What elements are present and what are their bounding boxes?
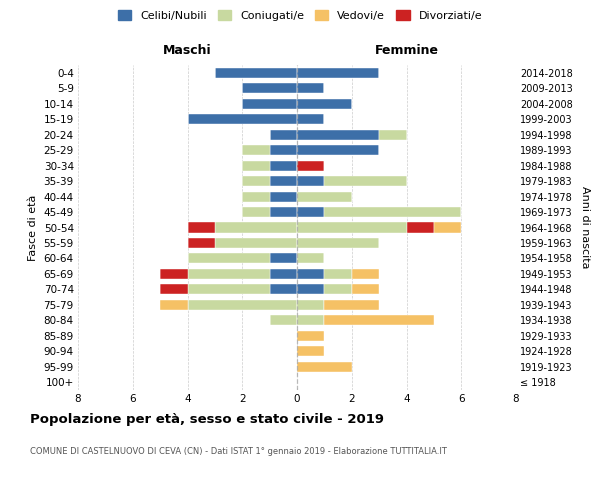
- Bar: [269, 269, 297, 279]
- Bar: [297, 362, 352, 372]
- Bar: [297, 269, 325, 279]
- Bar: [269, 316, 297, 326]
- Bar: [325, 284, 352, 294]
- Bar: [188, 238, 215, 248]
- Bar: [188, 269, 269, 279]
- Bar: [242, 98, 297, 108]
- Bar: [325, 207, 461, 217]
- Bar: [297, 145, 379, 155]
- Bar: [297, 130, 379, 140]
- Bar: [188, 222, 215, 232]
- Bar: [242, 192, 269, 202]
- Bar: [297, 331, 325, 341]
- Bar: [325, 300, 379, 310]
- Bar: [297, 284, 325, 294]
- Bar: [297, 160, 325, 170]
- Text: Popolazione per età, sesso e stato civile - 2019: Popolazione per età, sesso e stato civil…: [30, 412, 384, 426]
- Bar: [242, 160, 269, 170]
- Bar: [242, 176, 269, 186]
- Bar: [242, 83, 297, 93]
- Bar: [269, 254, 297, 264]
- Bar: [325, 176, 407, 186]
- Bar: [215, 68, 297, 78]
- Bar: [242, 145, 269, 155]
- Bar: [407, 222, 434, 232]
- Bar: [325, 316, 434, 326]
- Text: COMUNE DI CASTELNUOVO DI CEVA (CN) - Dati ISTAT 1° gennaio 2019 - Elaborazione T: COMUNE DI CASTELNUOVO DI CEVA (CN) - Dat…: [30, 448, 447, 456]
- Bar: [297, 114, 325, 124]
- Bar: [269, 130, 297, 140]
- Bar: [269, 145, 297, 155]
- Bar: [188, 284, 269, 294]
- Bar: [188, 254, 269, 264]
- Bar: [297, 222, 407, 232]
- Bar: [297, 254, 325, 264]
- Bar: [269, 192, 297, 202]
- Bar: [379, 130, 407, 140]
- Bar: [160, 300, 188, 310]
- Y-axis label: Fasce di età: Fasce di età: [28, 194, 38, 260]
- Bar: [160, 284, 188, 294]
- Text: Maschi: Maschi: [163, 44, 212, 57]
- Bar: [297, 300, 325, 310]
- Bar: [352, 269, 379, 279]
- Bar: [269, 160, 297, 170]
- Bar: [434, 222, 461, 232]
- Bar: [297, 346, 325, 356]
- Bar: [215, 222, 297, 232]
- Bar: [242, 207, 269, 217]
- Bar: [188, 300, 297, 310]
- Bar: [297, 207, 325, 217]
- Bar: [297, 316, 325, 326]
- Bar: [269, 176, 297, 186]
- Bar: [215, 238, 297, 248]
- Bar: [352, 284, 379, 294]
- Bar: [297, 83, 325, 93]
- Bar: [269, 284, 297, 294]
- Bar: [297, 68, 379, 78]
- Bar: [297, 176, 325, 186]
- Y-axis label: Anni di nascita: Anni di nascita: [580, 186, 590, 269]
- Bar: [160, 269, 188, 279]
- Bar: [188, 114, 297, 124]
- Bar: [325, 269, 352, 279]
- Bar: [297, 98, 352, 108]
- Bar: [297, 192, 352, 202]
- Legend: Celibi/Nubili, Coniugati/e, Vedovi/e, Divorziati/e: Celibi/Nubili, Coniugati/e, Vedovi/e, Di…: [113, 6, 487, 25]
- Text: Femmine: Femmine: [374, 44, 439, 57]
- Bar: [297, 238, 379, 248]
- Bar: [269, 207, 297, 217]
